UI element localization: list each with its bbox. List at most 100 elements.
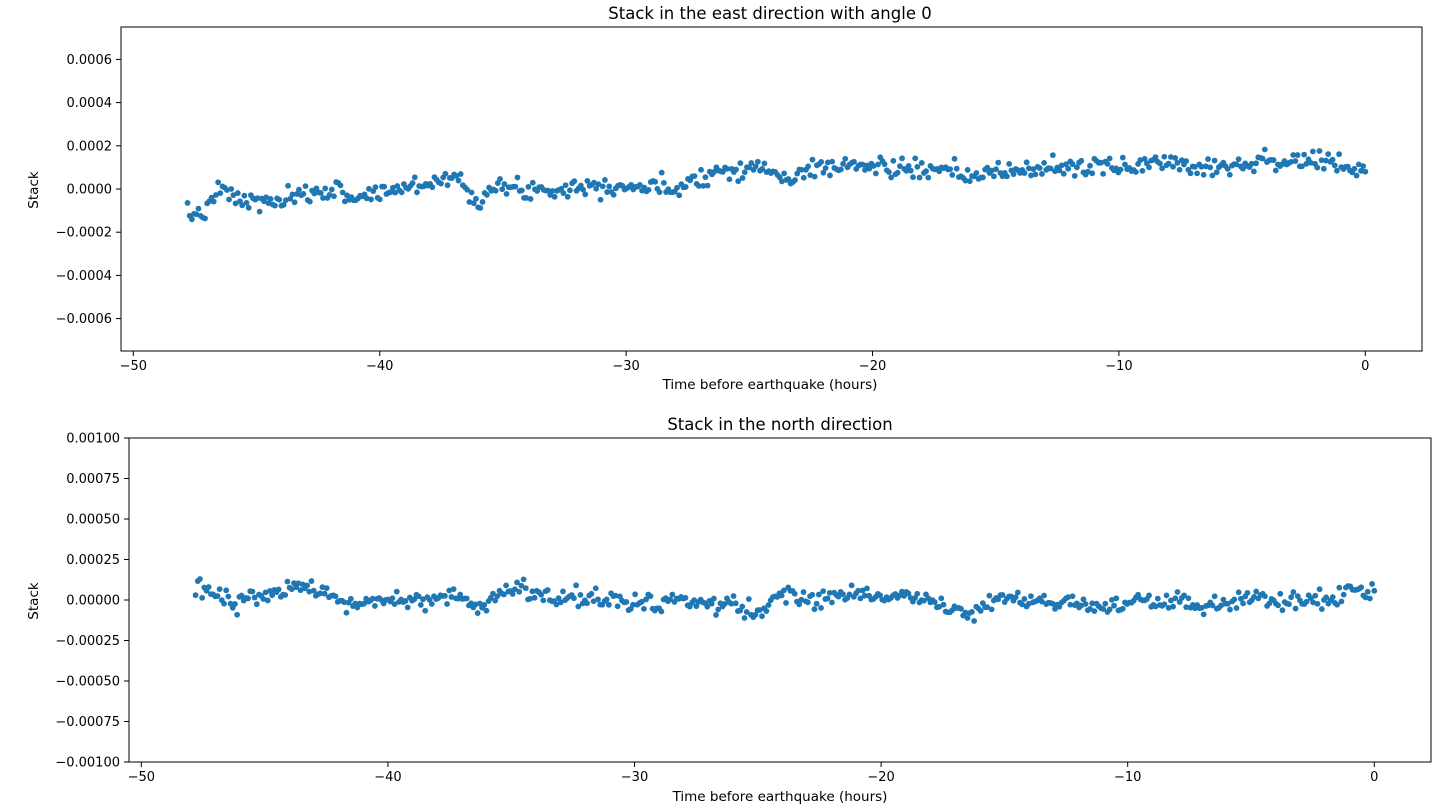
north-data-point <box>490 590 496 597</box>
north-y-axis-label: Stack <box>26 582 42 620</box>
north-data-point <box>391 601 398 608</box>
north-data-point <box>745 596 752 602</box>
east-data-point <box>636 181 643 188</box>
east-data-point <box>1100 170 1107 177</box>
north-data-point <box>1367 595 1373 602</box>
east-data-point <box>1025 165 1032 172</box>
north-y-tick-label: 0.00025 <box>66 553 120 568</box>
east-data-point <box>781 170 787 177</box>
north-data-point <box>501 591 507 598</box>
east-data-point <box>267 196 274 202</box>
east-data-point <box>990 173 997 180</box>
north-data-point <box>402 597 409 604</box>
north-data-point <box>420 596 426 603</box>
east-data-point <box>818 159 825 165</box>
east-data-point <box>1178 157 1185 164</box>
east-data-point <box>1314 164 1321 171</box>
north-data-point <box>205 584 212 590</box>
north-y-tick: 0.00025 <box>66 553 129 568</box>
east-data-point <box>285 182 291 189</box>
north-data-point <box>682 594 689 601</box>
north-data-point <box>310 587 317 594</box>
north-data-point <box>232 601 238 607</box>
east-data-point <box>232 200 239 207</box>
east-data-point <box>726 176 733 183</box>
east-data-point <box>1294 152 1301 158</box>
east-data-point <box>923 168 930 175</box>
east-data-point <box>1261 146 1268 153</box>
east-data-point <box>296 186 302 193</box>
east-data-point <box>1301 151 1308 158</box>
north-data-point <box>1251 594 1257 600</box>
east-data-point <box>792 177 798 183</box>
east-data-point <box>778 178 785 185</box>
north-data-point <box>977 608 984 614</box>
east-data-point <box>473 195 479 202</box>
east-data-point <box>529 179 536 186</box>
east-data-point <box>1272 167 1279 174</box>
east-data-point <box>746 164 753 171</box>
east-data-point <box>754 158 761 165</box>
north-data-point <box>448 594 455 600</box>
east-data-point <box>1325 151 1332 157</box>
north-data-point <box>1262 593 1268 600</box>
north-data-point <box>1172 595 1179 602</box>
north-data-point <box>306 588 313 595</box>
east-y-axis-label: Stack <box>26 171 42 209</box>
east-data-point <box>1205 156 1211 162</box>
east-data-point <box>1358 167 1364 174</box>
east-data-point <box>993 166 999 173</box>
east-data-point <box>289 191 296 198</box>
east-data-point <box>239 202 246 209</box>
east-data-point <box>1299 163 1305 170</box>
north-data-point <box>1152 603 1159 610</box>
north-data-point <box>221 600 227 607</box>
north-data-point <box>1082 601 1089 607</box>
east-data-point <box>551 193 558 200</box>
north-data-point <box>713 612 719 618</box>
north-data-point <box>938 595 945 602</box>
east-data-point <box>293 191 300 197</box>
east-data-point <box>1240 165 1246 172</box>
east-y-tick-label: −0.0002 <box>56 226 112 241</box>
north-data-point <box>1111 602 1117 609</box>
north-data-point <box>1198 604 1205 611</box>
east-data-point <box>1198 163 1205 170</box>
north-x-tick: −20 <box>867 762 895 785</box>
east-data-point <box>601 177 608 183</box>
north-data-point <box>728 600 735 607</box>
north-data-point <box>544 587 551 593</box>
north-data-point <box>527 595 534 602</box>
east-data-point <box>234 190 241 196</box>
east-data-point <box>1041 159 1048 166</box>
east-data-point <box>896 163 903 170</box>
north-data-point <box>251 594 258 601</box>
east-data-point <box>523 195 530 201</box>
north-data-point <box>1181 592 1187 599</box>
east-data-point <box>1098 159 1104 166</box>
north-data-point <box>1113 595 1120 602</box>
north-data-point <box>669 591 676 598</box>
north-data-point <box>577 592 584 598</box>
east-y-tick: 0.0006 <box>67 53 121 68</box>
north-data-point <box>859 587 866 594</box>
east-data-point <box>733 166 739 173</box>
east-y-tick-label: −0.0004 <box>56 269 112 284</box>
east-x-tick-label: −30 <box>612 359 639 374</box>
east-y-axis-ticks: 0.0006 0.0004 0.0002 0.0000 −0.0002 −0.0004 −0… <box>56 53 121 327</box>
north-data-point <box>571 595 577 602</box>
north-data-point <box>520 576 527 583</box>
north-data-point <box>1218 602 1225 609</box>
north-data-point <box>584 600 590 607</box>
north-data-point <box>1292 605 1299 612</box>
east-data-point <box>363 195 370 202</box>
east-y-tick: −0.0002 <box>56 226 121 241</box>
east-data-point <box>1320 165 1327 172</box>
north-data-point <box>319 584 326 591</box>
north-x-axis-label: Time before earthquake (hours) <box>672 789 888 805</box>
north-x-axis-ticks: −50 −40 −30 −20 −10 0 <box>128 762 1378 785</box>
north-data-point <box>1286 601 1292 608</box>
east-data-point <box>903 167 910 174</box>
east-data-point <box>785 176 792 182</box>
east-data-point <box>1233 161 1240 168</box>
